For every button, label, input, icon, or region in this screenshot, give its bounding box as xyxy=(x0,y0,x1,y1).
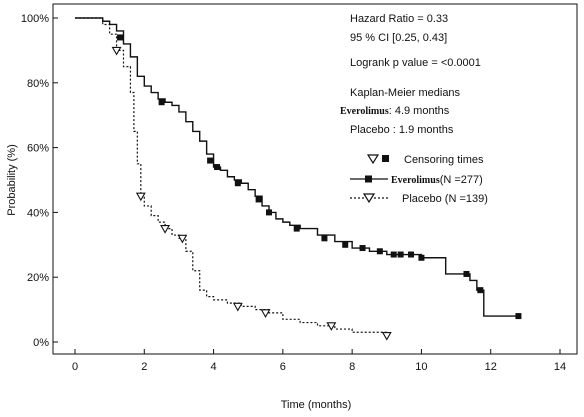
censor-markers xyxy=(111,34,522,341)
everolimus-censor-marker xyxy=(255,196,262,203)
everolimus-censor-marker xyxy=(342,241,349,248)
median-everolimus-value: : 4.9 months xyxy=(389,105,450,117)
legend-censor-square-icon xyxy=(382,155,389,162)
y-tick-label: 20% xyxy=(27,272,49,284)
everolimus-censor-marker xyxy=(266,209,272,216)
hazard-ratio-text: Hazard Ratio = 0.33 xyxy=(350,13,448,25)
y-tick-label: 60% xyxy=(27,143,49,155)
x-tick-label: 6 xyxy=(280,361,286,373)
legend-censor-triangle-icon xyxy=(366,154,380,165)
everolimus-censor-marker xyxy=(515,313,522,320)
placebo-censor-marker xyxy=(232,302,243,312)
placebo-censor-marker xyxy=(111,46,122,56)
x-tick-label: 0 xyxy=(72,361,78,373)
x-tick-label: 14 xyxy=(554,361,566,373)
legend: Censoring times Everolimus(N =277) Place… xyxy=(350,154,488,205)
x-tick-label: 12 xyxy=(485,361,497,373)
everolimus-censor-marker xyxy=(214,164,221,171)
y-axis: 0% 20% 40% 60% 80% 100% xyxy=(21,13,58,349)
everolimus-censor-marker xyxy=(117,34,124,41)
legend-everolimus: Everolimus(N =277) xyxy=(391,174,483,186)
ci-text: 95 % CI [0.25, 0.43] xyxy=(350,32,447,44)
x-axis: 0 2 4 6 8 10 12 14 xyxy=(72,349,566,373)
everolimus-censor-marker xyxy=(234,180,241,187)
placebo-survival-curve xyxy=(75,17,388,336)
everolimus-censor-marker xyxy=(359,245,366,252)
medians-title: Kaplan-Meier medians xyxy=(350,87,461,99)
legend-placebo-marker-icon xyxy=(362,193,376,204)
legend-censoring-label: Censoring times xyxy=(404,154,484,166)
median-everolimus: Everolimus: 4.9 months xyxy=(340,105,450,117)
median-placebo: Placebo : 1.9 months xyxy=(350,124,454,136)
x-axis-title: Time (months) xyxy=(281,399,352,411)
placebo-censor-marker xyxy=(260,309,271,318)
placebo-censor-marker xyxy=(177,234,188,244)
legend-everolimus-name: Everolimus xyxy=(391,175,440,186)
y-tick-label: 0% xyxy=(33,337,49,349)
everolimus-censor-marker xyxy=(397,251,404,258)
plot-frame xyxy=(52,3,578,355)
legend-everolimus-n: (N =277) xyxy=(440,174,483,186)
everolimus-censor-marker xyxy=(321,235,328,242)
everolimus-censor-marker xyxy=(376,248,383,255)
placebo-censor-marker xyxy=(381,331,392,341)
stats-annotation: Hazard Ratio = 0.33 95 % CI [0.25, 0.43]… xyxy=(340,13,481,136)
series-layer xyxy=(75,17,519,336)
placebo-censor-marker xyxy=(135,192,146,202)
legend-placebo-label: Placebo (N =139) xyxy=(402,193,488,205)
everolimus-censor-marker xyxy=(408,251,415,258)
everolimus-survival-curve xyxy=(75,17,519,317)
everolimus-censor-marker xyxy=(158,99,165,106)
everolimus-censor-marker xyxy=(390,251,397,258)
y-axis-title: Probability (%) xyxy=(6,144,18,216)
y-tick-label: 100% xyxy=(21,13,49,25)
placebo-censor-marker xyxy=(160,225,171,234)
x-tick-label: 8 xyxy=(349,361,355,373)
everolimus-censor-marker xyxy=(207,157,214,164)
everolimus-censor-marker xyxy=(477,287,484,294)
x-tick-label: 4 xyxy=(211,361,217,373)
x-tick-label: 2 xyxy=(141,361,147,373)
x-tick-label: 10 xyxy=(415,361,427,373)
everolimus-censor-marker xyxy=(293,225,300,232)
y-tick-label: 80% xyxy=(27,78,49,90)
legend-everolimus-marker-icon xyxy=(365,175,372,183)
y-tick-label: 40% xyxy=(27,207,49,219)
median-everolimus-name: Everolimus xyxy=(340,106,389,117)
everolimus-censor-marker xyxy=(463,270,470,277)
logrank-text: Logrank p value = <0.0001 xyxy=(350,57,481,69)
placebo-censor-marker xyxy=(326,322,337,331)
everolimus-censor-marker xyxy=(418,254,425,261)
